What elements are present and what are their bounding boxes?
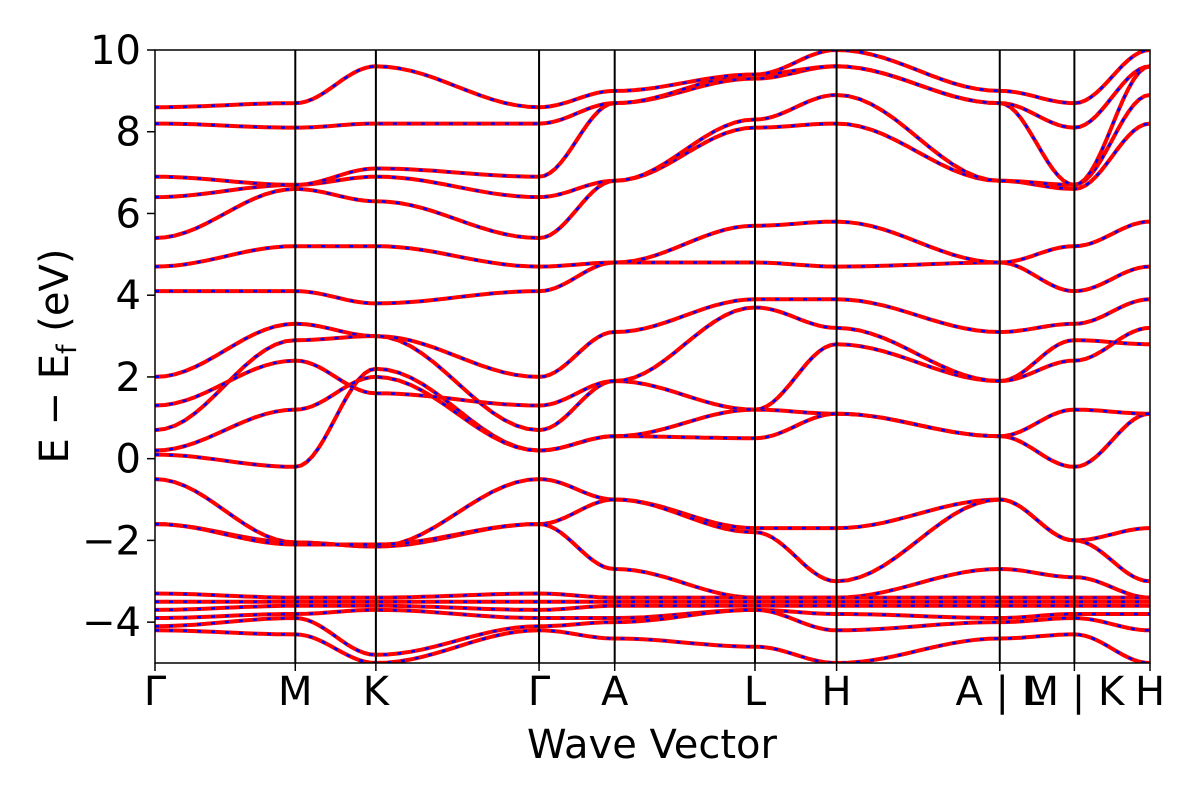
band-line-dashed [155, 298, 1150, 379]
x-tick-label: Γ [144, 669, 167, 715]
x-tick-label: H [1135, 669, 1165, 715]
x-tick-label: H [822, 669, 852, 715]
band-line-solid [155, 64, 1150, 187]
band-line-solid [155, 121, 1150, 240]
band-line-dashed [155, 50, 1150, 109]
band-line-solid [155, 260, 1150, 306]
band-lines [155, 50, 1150, 663]
y-tick-label: 8 [116, 110, 141, 156]
y-tick-label: −2 [82, 518, 141, 564]
y-axis-ticks: −4 −2 0 2 4 6 8 10 [82, 28, 155, 646]
band-line-dashed [155, 306, 1150, 407]
y-axis-title-subscript: f [52, 343, 83, 354]
y-tick-label: 0 [116, 437, 141, 483]
x-tick-label: Γ [528, 669, 551, 715]
y-axis-title: E − Ef (eV) [32, 249, 83, 464]
y-tick-label: −4 [82, 600, 141, 646]
band-line-dashed [155, 220, 1150, 268]
x-tick-label: K [363, 669, 391, 715]
band-line-dashed [155, 629, 1150, 663]
x-tick-label: L [744, 669, 767, 715]
band-line-dashed [155, 608, 1150, 620]
y-tick-label: 6 [116, 191, 141, 237]
plot-frame [154, 49, 1151, 664]
y-tick-label: 2 [116, 355, 141, 401]
band-line-dashed [155, 367, 1150, 469]
band-line-solid [155, 93, 1150, 200]
y-tick-label: 4 [116, 273, 141, 319]
band-line-dashed [155, 522, 1150, 599]
x-tick-label: M | K [1025, 669, 1126, 715]
x-tick-label: A [601, 669, 629, 715]
band-line-dashed [155, 375, 1150, 452]
band-line-dashed [155, 334, 1150, 432]
band-line-dashed [155, 592, 1150, 599]
x-tick-label: A | L [955, 669, 1044, 715]
band-line-dashed [155, 608, 1150, 657]
plot-background [155, 50, 1150, 663]
x-axis-title: Wave Vector [527, 722, 778, 768]
y-tick-label: 10 [90, 28, 141, 74]
y-axis-title-main: E − E [32, 354, 78, 464]
band-line-dashed [155, 604, 1150, 612]
kpoint-lines [294, 50, 1076, 663]
x-tick-label: M [278, 669, 313, 715]
band-line-dashed [155, 65, 1150, 129]
y-axis-title-unit: (eV) [32, 249, 78, 345]
